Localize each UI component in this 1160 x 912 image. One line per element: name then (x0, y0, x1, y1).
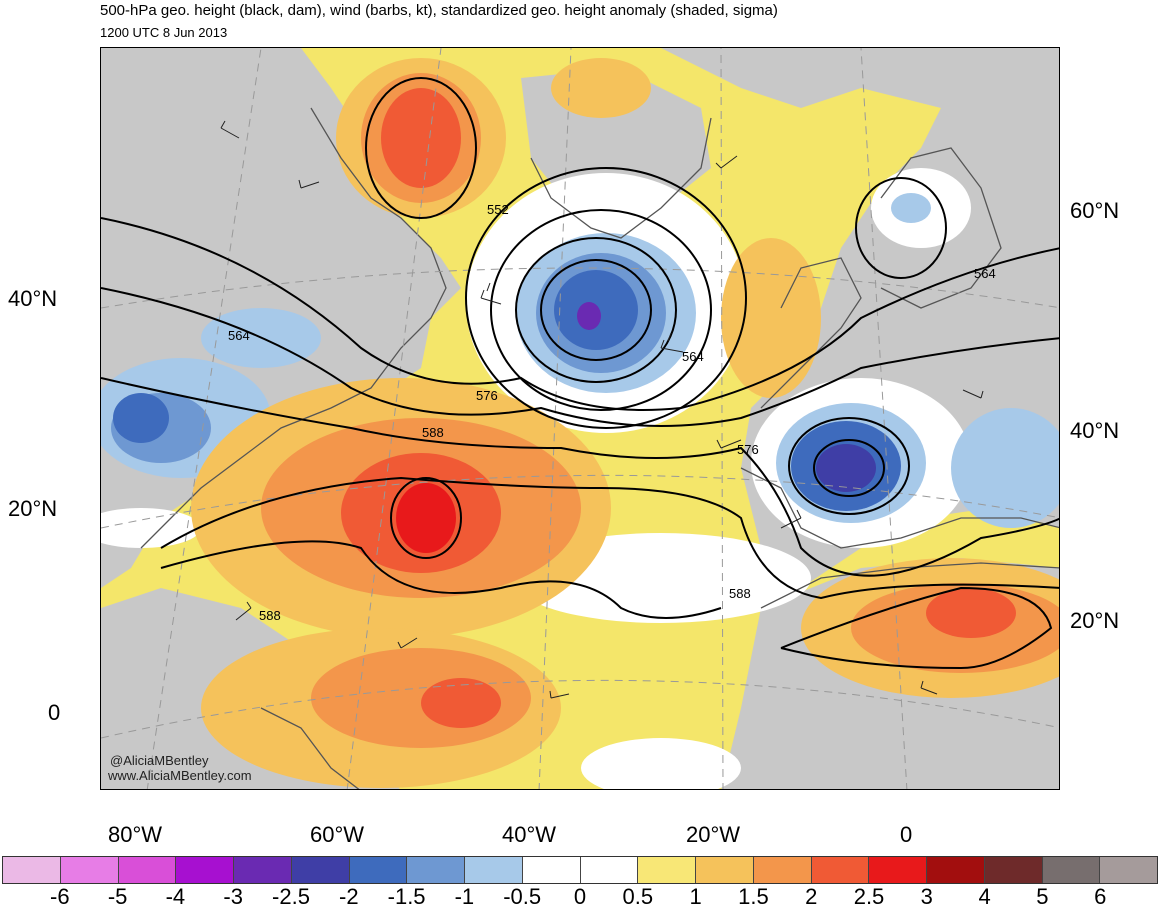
colorbar-box (580, 857, 639, 883)
colorbar-tick-label: -5 (107, 884, 128, 909)
colorbar-tick-label: -1 (454, 884, 475, 909)
colorbar-box (291, 857, 350, 883)
colorbar-tick-label: -6 (50, 884, 70, 909)
coastlines (140, 107, 1059, 789)
colorbar-box (176, 857, 234, 883)
colorbar-tick-label: -2 (339, 884, 359, 909)
contour-label: 564 (974, 266, 996, 281)
credit-handle: @AliciaMBentley (110, 753, 209, 768)
colorbar-box (638, 857, 696, 883)
valid-time: 1200 UTC 8 Jun 2013 (100, 25, 228, 40)
contour-label: 564 (228, 328, 250, 343)
left-lat-label: 0 (48, 700, 61, 725)
colorbar-box (696, 857, 754, 883)
colorbar-tick-label: 5 (1036, 884, 1049, 909)
colorbar-box (753, 857, 812, 883)
colorbar-box (60, 857, 119, 883)
right-lat-label: 40°N (1070, 418, 1120, 443)
left-lat-label: 40°N (8, 286, 58, 311)
colorbar-box (234, 857, 292, 883)
height-contours (101, 77, 1059, 670)
colorbar-box (522, 857, 581, 883)
contour-label: 564 (682, 349, 704, 364)
colorbar-box (984, 857, 1043, 883)
right-lat-label: 20°N (1070, 608, 1120, 633)
colorbar-box (465, 857, 523, 883)
colorbar-box (349, 857, 408, 883)
colorbar-tick-label: 1.5 (738, 884, 769, 909)
colorbar-box (118, 857, 177, 883)
colorbar-tick-label: 2 (805, 884, 818, 909)
contour-label: 576 (476, 388, 498, 403)
credit-site: www.AliciaMBentley.com (108, 768, 252, 783)
colorbar-tick-label: -2.5 (272, 884, 310, 909)
contour-label-group: 552 564 576 588 564 576 588 588 564 (228, 202, 996, 623)
colorbar-tick-label: 4 (978, 884, 991, 909)
map-canvas: 552 564 576 588 564 576 588 588 564 (101, 48, 1059, 789)
colorbar-tick-label: -4 (165, 884, 186, 909)
positive-anomaly-shading (191, 58, 1059, 788)
lon-label: 0 (900, 822, 913, 847)
lon-label: 80°W (108, 822, 163, 847)
colorbar-tick-label: -3 (223, 884, 243, 909)
map-panel: 552 564 576 588 564 576 588 588 564 (100, 47, 1060, 790)
colorbar-tick-label: 3 (920, 884, 933, 909)
chart-title: 500-hPa geo. height (black, dam), wind (… (100, 2, 778, 19)
contour-label: 576 (737, 442, 759, 457)
colorbar-box (927, 857, 985, 883)
colorbar-box (3, 857, 61, 883)
colorbar-tick-label: 6 (1094, 884, 1107, 909)
colorbar-box (1042, 857, 1101, 883)
contour-label: 588 (729, 586, 751, 601)
colorbar-box (869, 857, 927, 883)
lon-label: 40°W (502, 822, 557, 847)
lon-label: 20°W (686, 822, 741, 847)
colorbar (2, 856, 1158, 884)
colorbar-box (811, 857, 870, 883)
contour-label: 588 (259, 608, 281, 623)
colorbar-tick-label: 0.5 (622, 884, 654, 909)
colorbar-box (1100, 857, 1157, 883)
colorbar-tick-label: -1.5 (387, 884, 426, 909)
colorbar-tick-label: 1 (689, 884, 702, 909)
right-lat-label: 60°N (1070, 198, 1120, 223)
colorbar-tick-label: 2.5 (853, 884, 885, 909)
contour-label: 552 (487, 202, 509, 217)
colorbar-tick-label: 0 (573, 884, 587, 909)
colorbar-tick-label: -0.5 (503, 884, 542, 909)
contour-label: 588 (422, 425, 444, 440)
wind-barbs (220, 120, 984, 699)
left-lat-label: 20°N (8, 496, 58, 521)
lon-label: 60°W (310, 822, 365, 847)
colorbar-box (407, 857, 465, 883)
